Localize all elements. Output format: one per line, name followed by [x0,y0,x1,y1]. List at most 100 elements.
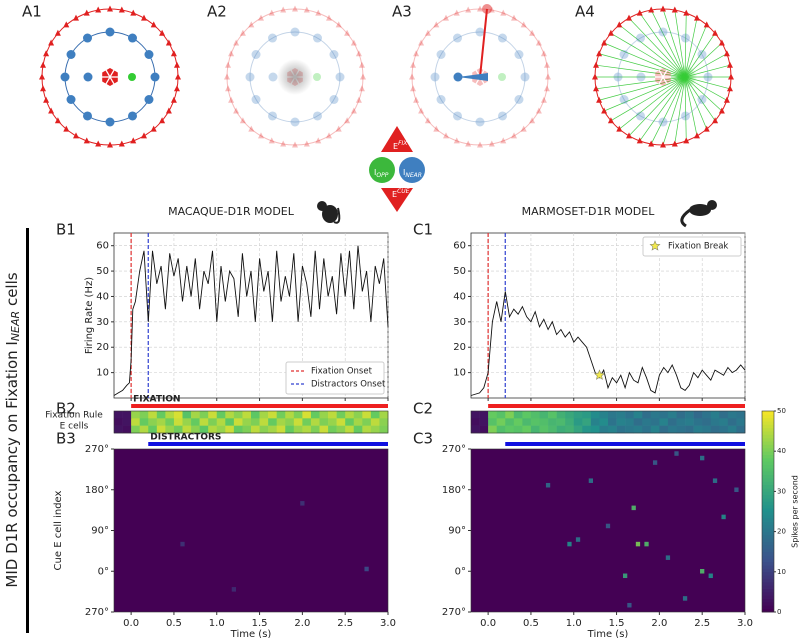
cue-cell [593,85,600,92]
near-cell [430,72,440,82]
side-label-tail: cells [3,272,21,311]
cue-cell [694,132,700,139]
raster-spot [644,541,649,547]
legend-label: INEAR [403,168,422,179]
heat-cell [573,425,583,434]
heat-cell [548,418,557,426]
raster-spot [567,541,572,547]
heat-cell [379,411,389,419]
panel-label: B3 [56,430,76,448]
heat-cell [139,418,149,426]
raster-spot [180,541,185,547]
y-tick-label: 20 [96,342,109,353]
heat-cell [293,411,303,419]
chart-title: MARMOSET-D1R MODEL [522,205,656,218]
cue-cell [424,29,431,36]
heat-cell [379,425,389,434]
y-tick-label: 10 [453,368,466,379]
heat-cell [165,425,175,434]
span-bar [148,442,388,446]
heat-cell [625,425,634,434]
x-tick-label: 1.0 [209,618,225,629]
heat-cell [590,418,600,426]
heat-cell [556,418,566,426]
heat-cell [285,411,295,419]
cue-cell [443,14,449,21]
raster-spot [721,514,726,520]
colorbar-step [762,431,774,435]
colorbar-step [762,421,774,425]
cue-cell [292,141,298,148]
cue-cell [433,125,440,132]
near-cell [251,95,261,104]
rate-line [113,245,389,396]
cue-cell [477,141,483,148]
cue-cell [477,5,483,12]
connection [599,53,686,78]
connection [595,64,686,78]
y-tick-label: 90° [91,526,109,537]
heat-cell [268,425,277,434]
heat-cell [362,425,372,434]
heat-cell [259,425,269,434]
cue-cell [418,107,425,114]
x-tick-label: 2.5 [337,618,353,629]
cue-cell [150,21,157,28]
legend-box [285,361,385,395]
heat-cell [216,411,226,419]
heat-cell [710,411,720,419]
heat-cell [208,411,218,419]
heat-cell [479,425,489,434]
near-cell [290,117,300,127]
heat-cell [139,425,149,434]
heat-cell [165,418,175,426]
heat-cell [736,418,746,426]
cue-cell [465,140,472,147]
cue-cell [40,61,47,68]
heat-cell [702,418,712,426]
colorbar-step [762,434,774,439]
heat-cell [328,411,337,419]
heat-cell [582,425,592,434]
panel-label: A3 [392,3,412,21]
colorbar-step [762,488,774,492]
heat-cell [488,418,497,426]
heat-cell [182,425,192,434]
heat-cell [522,418,532,426]
cue-cell [500,9,507,16]
raster-spot [631,505,636,511]
heat-cell [276,418,286,426]
y-axis-label: Fixation Rule [45,411,103,421]
x-tick-label: 1.5 [252,618,268,629]
y-tick-label: 50 [96,266,109,277]
y-tick-label: 40 [453,291,466,302]
near-cell [83,111,92,121]
colorbar-frame [761,410,775,613]
heat-cell [676,411,686,419]
colorbar-tick-label: 50 [777,407,786,415]
fix-cell-line [105,69,115,85]
heat-cell [370,411,380,419]
colorbar-step [762,441,774,445]
heat-cell [310,411,320,419]
heat-cell [727,425,737,434]
heat-cell [513,411,523,419]
cue-cell [224,73,230,80]
heat-cell [539,418,549,426]
outer-ring [411,8,549,146]
cue-cell [728,73,734,80]
colorbar-step [762,508,774,512]
cue-cell [723,50,730,57]
near-cell [619,95,629,104]
colorbar-step [762,581,774,586]
cue-cell [626,14,632,21]
cue-cell [671,6,678,13]
heat-cell [353,411,363,419]
raster-spot [364,566,369,572]
legend-ecue [381,188,413,212]
colorbar-step [762,467,774,472]
cue-cell [326,132,332,139]
legend-base: E [393,142,398,151]
span-bar [131,404,388,408]
heat-cell [122,425,132,434]
